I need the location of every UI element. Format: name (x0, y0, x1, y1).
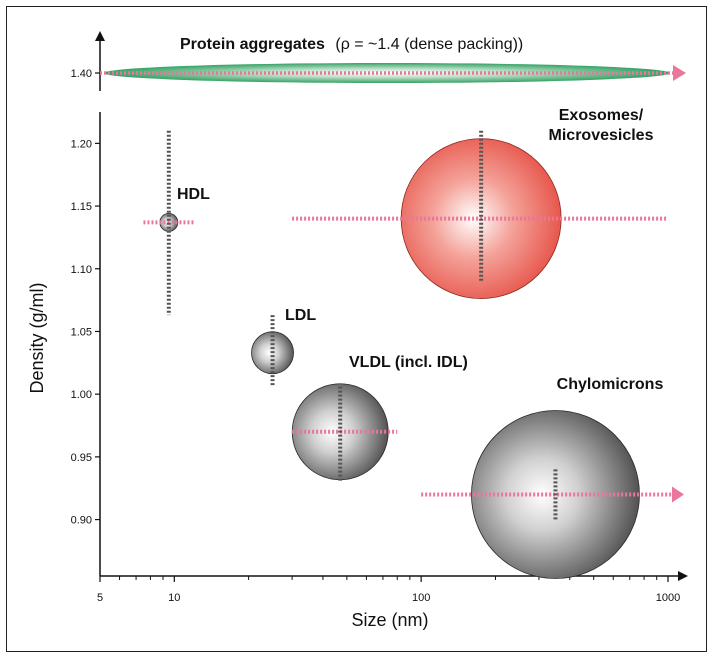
series-labels: HDL LDL VLDL (incl. IDL) Exosomes/Microvesi… (177, 107, 663, 393)
y-tick-label-1-00: 1.00 (71, 389, 92, 401)
x-tick-label-10: 10 (168, 592, 180, 604)
x-tick-label-5: 5 (97, 592, 103, 604)
y-axis-arrowhead (95, 31, 105, 41)
x-axis-arrowhead (678, 571, 688, 581)
y-tick-label-1-15: 1.15 (71, 201, 92, 213)
label-exosomes-microvesicles: Exosomes/Microvesicles (549, 107, 654, 144)
label-vldl-incl-idl: VLDL (incl. IDL) (349, 354, 468, 371)
protein-aggregates-label: Protein aggregates (ρ = ~1.4 (dense pack… (180, 36, 523, 53)
x-tick-label-1000: 1000 (656, 592, 680, 604)
ticks: 5 10 100 1000 0.90 0.95 1.00 1.05 1.10 1.15 1.20 (71, 138, 681, 604)
label-ldl: LDL (285, 307, 316, 324)
x-axis-title: Size (nm) (351, 610, 428, 630)
range-bars (143, 130, 684, 520)
y-tick-label-1-40: 1.40 (71, 68, 92, 80)
label-hdl: HDL (177, 186, 210, 203)
x-tick-label-100: 100 (412, 592, 430, 604)
protein-aggregates-band: Protein aggregates (ρ = ~1.4 (dense pack… (71, 36, 686, 83)
label-chylomicrons: Chylomicrons (557, 376, 664, 393)
size-range-arrowhead-chylomicrons (672, 486, 684, 503)
axes (95, 31, 688, 581)
y-tick-label-1-10: 1.10 (71, 264, 92, 276)
y-tick-label-1-05: 1.05 (71, 326, 92, 338)
y-tick-label-1-20: 1.20 (71, 138, 92, 150)
y-tick-label-0-95: 0.95 (71, 452, 92, 464)
label-exosomes-microvesicles-line-1: Exosomes/ (559, 107, 644, 124)
protein-aggregates-ellipse (104, 63, 670, 83)
y-axis-title: Density (g/ml) (27, 282, 47, 393)
label-exosomes-microvesicles-line-2: Microvesicles (549, 127, 654, 144)
y-tick-label-0-90: 0.90 (71, 515, 92, 527)
protein-aggregates-arrowhead (673, 65, 686, 81)
